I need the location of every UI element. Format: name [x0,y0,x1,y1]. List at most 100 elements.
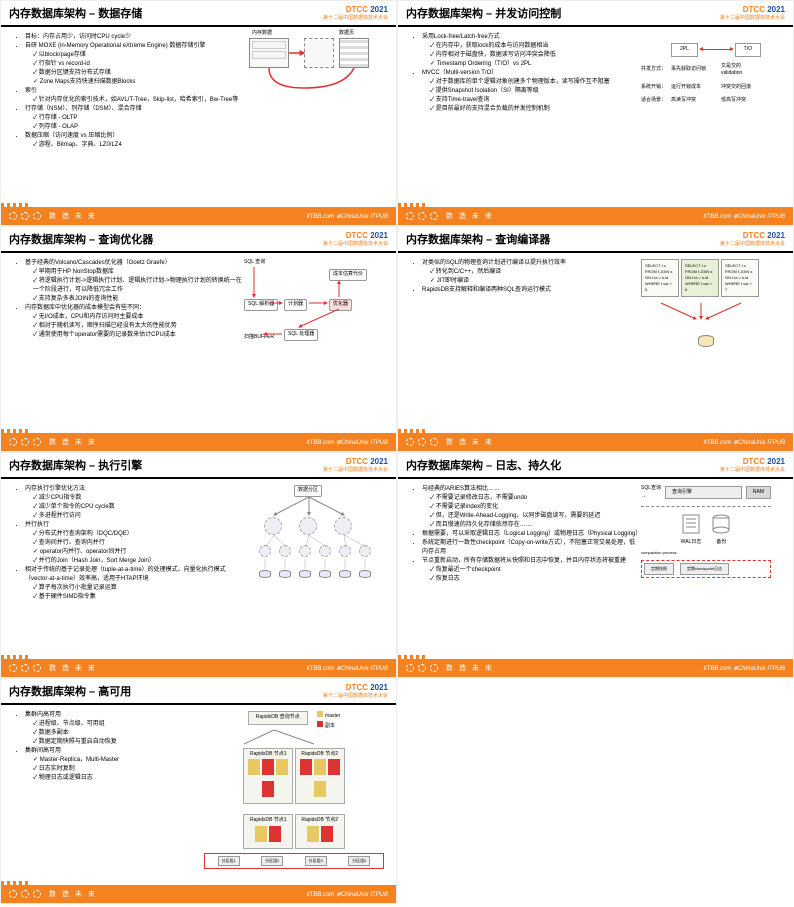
footer-slogan: 数 造 未 来 [49,437,307,447]
list-item: 游程、Bitmap、字典、LZ0/LZ4 [33,141,244,150]
list-item: 不需要记录index的变化 [430,503,641,512]
bullet-list: 目标：内存占用少，访问时CPU cycle少自研 MOXE (in-Memory… [25,33,244,150]
list-item: 集群内高可用进程级、节点级、可用组数据多副本数据定期快照与重启自动恢复 [25,711,204,747]
list-item: 针对内存优化的索引技术，如AVL/T-Tree，Skip-list，哈希索引，B… [33,96,244,105]
list-item: 转化到C/C++，然后编译 [430,268,641,277]
footer-slogan: 数 造 未 来 [49,211,307,221]
slide-title: 内存数据库架构 – 查询编译器 [406,231,720,247]
list-item: 物理日志或逻辑日志 [33,774,204,783]
list-item: 恢复最近一个checkpoint [430,566,641,575]
list-item: 系统定期进行一致性checkpoint（Copy-on-write方式），不阻塞… [422,539,641,557]
compare-diagram: 2PLT/O 并发方式：事先获取访问锁文是交的validation系统开销：运行… [641,43,761,105]
compiler-diagram: SELECT t.c FROM t JOIN s ON t.id = s.id … [641,259,771,350]
dtcc-logo: DTCC 2021 第十二届中国数据库技术大会 [720,231,785,247]
slide-title: 内存数据库架构 – 高可用 [9,683,323,699]
slide-ha: 内存数据库架构 – 高可用 DTCC 2021 第十二届中国数据库技术大会 集群… [0,678,397,904]
list-item: 不需要记录修改日志，不需要undo [430,494,641,503]
list-item: JIT即时编译 [430,277,641,286]
dtcc-logo: DTCC 2021 第十二届中国数据库技术大会 [720,457,785,473]
dtcc-logo: DTCC 2021 第十二届中国数据库技术大会 [720,5,785,21]
list-item: 与经典的ARIES算法相比……不需要记录修改日志，不需要undo不需要记录ind… [422,485,641,530]
slide-executor: 内存数据库架构 – 执行引擎 DTCC 2021 第十二届中国数据库技术大会 内… [0,452,397,678]
slide-content: 集群内高可用进程级、节点级、可用组数据多副本数据定期快照与重启自动恢复集群间高可… [1,705,396,875]
slide-footer: 数 造 未 来 itTBB.com ⊕ChinaUnix ITPUB [398,433,793,451]
list-item: 以block/page存储 [33,51,244,60]
dtcc-logo: DTCC 2021 第十二届中国数据库技术大会 [323,683,388,699]
slide-content: 内存执行引擎优化方法减少CPU指令数减少单个指令的CPU cycle数多进程并行… [1,479,396,611]
list-item: 早期用于HP NonStop数据库 [33,268,244,277]
dtcc-logo: DTCC 2021 第十二届中国数据库技术大会 [323,457,388,473]
footer-sponsors: itTBB.com ⊕ChinaUnix ITPUB [704,439,785,446]
footer-slogan: 数 造 未 来 [446,211,704,221]
list-item: 集群间高可用Master-Replica，Multi-Master日志实时复制物… [25,747,204,783]
list-item: 是目前最好的支持混合负载的并发控制机制 [430,105,641,114]
bullet-list: 基于经典的Volcano/Cascades优化器（Goetz Graefe）早期… [25,259,244,340]
list-item: 将逻辑执行计划->逻辑执行计划、逻辑执行计划->物理执行计划的转换统一在一个阶段… [33,277,244,295]
slide-footer: 数 造 未 来 itTBB.com ⊕ChinaUnix ITPUB [398,659,793,677]
list-item: operator内并行、operator间并行 [33,548,244,557]
slide-header: 内存数据库架构 – 执行引擎 DTCC 2021 第十二届中国数据库技术大会 [1,453,396,479]
list-item: 基于硬件SIMD指令集 [33,593,244,602]
list-item: 查询间并行、查询内并行 [33,539,244,548]
slide-content: 采用Lock-free/Latch-free方式在内存中，获取lock的成本与访… [398,27,793,120]
list-item: 自研 MOXE (in-Memory Operational eXtreme E… [25,42,244,87]
list-item: RapidsDB支持解释和编译两种SQL查询运行模式 [422,286,641,295]
slide-title: 内存数据库架构 – 日志、持久化 [406,457,720,473]
list-item: 减少单个指令的CPU cycle数 [33,503,244,512]
list-item: MVCC（Multi-version T/O）对于数据库的单个逻辑对象创建多个物… [422,69,641,114]
slide-header: 内存数据库架构 – 数据存储 DTCC 2021 第十二届中国数据库技术大会 [1,1,396,27]
list-item: 行存储 - OLTP [33,114,244,123]
list-item: 日志实时复制 [33,765,204,774]
footer-sponsors: itTBB.com ⊕ChinaUnix ITPUB [307,665,388,672]
optimizer-flow-diagram: SQL 查询 SQL 解析器 计划器 优化器 SQL 处理器 成本估算代价 扫描… [244,259,374,359]
list-item: 支持Time-travel查询 [430,96,641,105]
list-item: 基于经典的Volcano/Cascades优化器（Goetz Graefe）早期… [25,259,244,304]
bullet-list: 对类似的SQL的物理查询计划进行编译以提升执行效率转化到C/C++，然后编译JI… [422,259,641,295]
ha-diagram: RapidsDB 查询节点 master副本 RapidsDB 节点1 Rapi… [204,711,384,869]
list-item: 对于数据库的单个逻辑对象创建多个物理版本，读写操作互不阻塞 [430,78,641,87]
slide-footer: 数 造 未 来 itTBB.com ⊕ChinaUnix ITPUB [1,433,396,451]
list-item: 行指针 vs record-id [33,60,244,69]
list-item: 分布式并行查询架构（DQC/DQE） [33,530,244,539]
list-item: 但，还是Write-Ahead-Logging，以同步磁盘读写，需要的延迟 [430,512,641,521]
slide-header: 内存数据库架构 – 查询编译器 DTCC 2021 第十二届中国数据库技术大会 [398,227,793,253]
footer-sponsors: itTBB.com ⊕ChinaUnix ITPUB [704,213,785,220]
slide-header: 内存数据库架构 – 高可用 DTCC 2021 第十二届中国数据库技术大会 [1,679,396,705]
list-item: Master-Replica，Multi-Master [33,756,204,765]
list-item: 在内存中，获取lock的成本与访问数据相当 [430,42,641,51]
list-item: Zone Maps支持快速扫描数据Blocks [33,78,244,87]
list-item: 恢复日志 [430,575,641,584]
list-item: 节点重新启动，所有存储数据将从快照和日志中恢复，并且内存状态将被重建恢复最近一个… [422,557,641,584]
slide-footer: 数 造 未 来 itTBB.com ⊕ChinaUnix ITPUB [398,207,793,225]
slide-header: 内存数据库架构 – 日志、持久化 DTCC 2021 第十二届中国数据库技术大会 [398,453,793,479]
footer-sponsors: itTBB.com ⊕ChinaUnix ITPUB [307,439,388,446]
slide-title: 内存数据库架构 – 执行引擎 [9,457,323,473]
slide-header: 内存数据库架构 – 并发访问控制 DTCC 2021 第十二届中国数据库技术大会 [398,1,793,27]
list-item: 相对于随机读写，顺序扫描已经没有太大的性能优势 [33,322,244,331]
list-item: 算子每次执行小批量记录运算 [33,584,244,593]
bullet-list: 集群内高可用进程级、节点级、可用组数据多副本数据定期快照与重启自动恢复集群间高可… [25,711,204,783]
executor-diagram: 数据分区 [244,485,374,605]
bullet-list: 内存执行引擎优化方法减少CPU指令数减少单个指令的CPU cycle数多进程并行… [25,485,244,602]
slide-title: 内存数据库架构 – 并发访问控制 [406,5,720,21]
list-item: 数据多副本 [33,729,204,738]
slide-footer: 数 造 未 来 itTBB.com ⊕ChinaUnix ITPUB [1,885,396,903]
footer-sponsors: itTBB.com ⊕ChinaUnix ITPUB [307,213,388,220]
slide-content: 对类似的SQL的物理查询计划进行编译以提升执行效率转化到C/C++，然后编译JI… [398,253,793,356]
slide-footer: 数 造 未 来 itTBB.com ⊕ChinaUnix ITPUB [1,659,396,677]
list-item: 内存执行引擎优化方法减少CPU指令数减少单个指令的CPU cycle数多进程并行… [25,485,244,521]
list-item: 对类似的SQL的物理查询计划进行编译以提升执行效率转化到C/C++，然后编译JI… [422,259,641,286]
list-item: 无I/O成本，CPU和内存访问时主要成本 [33,313,244,322]
list-item: 根据需要，可以采取逻辑日志（Logical Logging）或物理日志（Phys… [422,530,641,539]
list-item: 索引针对内存优化的索引技术，如AVL/T-Tree，Skip-list，哈希索引… [25,87,244,105]
storage-diagram: 内存数据 数据页 [244,38,374,118]
list-item: 列存储 - OLAP [33,123,244,132]
list-item: 通常使用每个operator需要的记录数来估计CPU成本 [33,331,244,340]
bullet-list: 采用Lock-free/Latch-free方式在内存中，获取lock的成本与访… [422,33,641,114]
slide-content: 基于经典的Volcano/Cascades优化器（Goetz Graefe）早期… [1,253,396,365]
list-item: 行存储（NSM）、列存储（DSM）、混合存储行存储 - OLTP列存储 - OL… [25,105,244,132]
slide-title: 内存数据库架构 – 查询优化器 [9,231,323,247]
slide-title: 内存数据库架构 – 数据存储 [9,5,323,21]
footer-slogan: 数 造 未 来 [446,437,704,447]
list-item: 并行执行分布式并行查询架构（DQC/DQE）查询间并行、查询内并行operato… [25,521,244,566]
